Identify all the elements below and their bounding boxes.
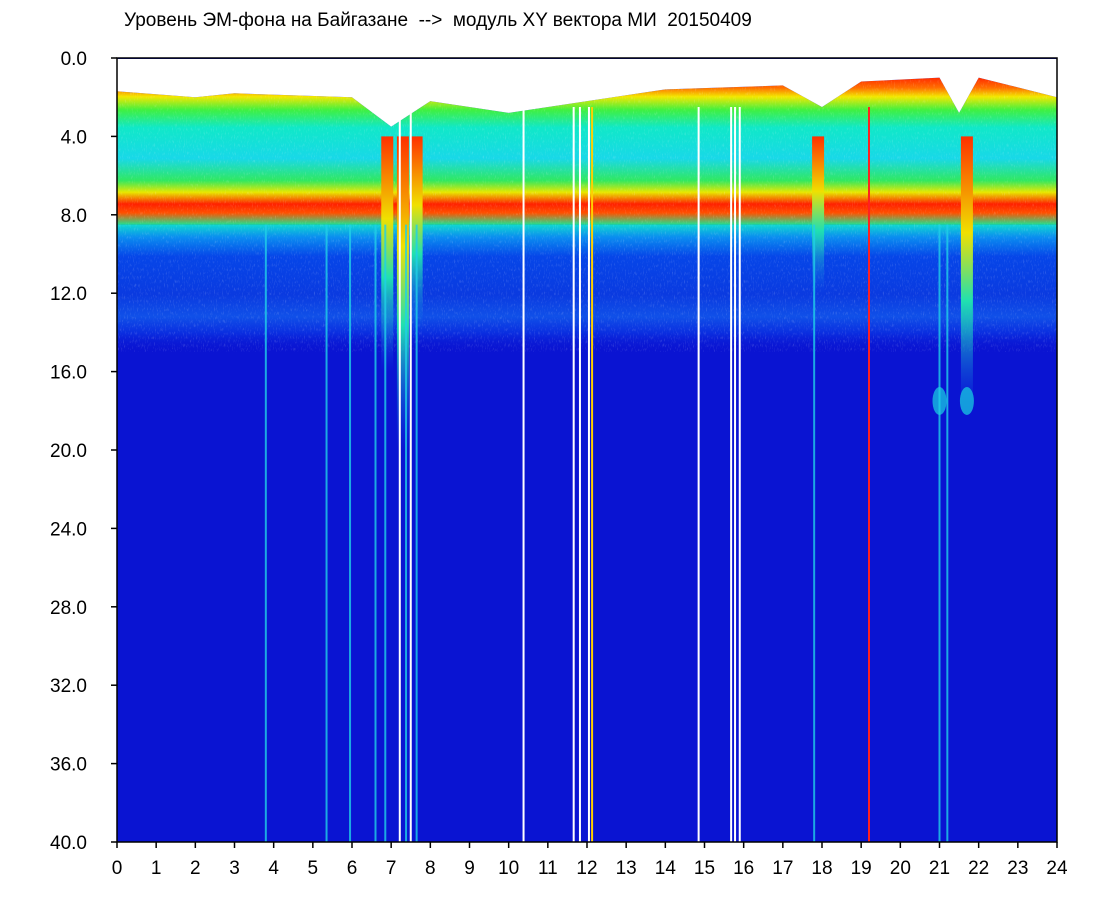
x-tick-label: 4 [268,858,279,879]
y-tick-label: 20.0 [50,441,87,462]
y-tick-label: 28.0 [50,598,87,619]
x-tick-label: 2 [190,858,201,879]
y-tick-label: 24.0 [50,519,87,540]
x-tick-label: 14 [655,858,677,879]
y-tick-label: 8.0 [61,206,87,227]
x-tick-label: 0 [112,858,123,879]
y-tick-label: 0.0 [61,49,87,70]
x-tick-label: 3 [229,858,240,879]
deep-dip-1 [396,136,409,450]
deep-dip-4 [960,136,973,411]
x-tick-label: 21 [929,858,950,879]
y-tick-label: 4.0 [61,127,87,148]
y-tick-label: 32.0 [50,676,87,697]
anomaly-blob-1 [959,387,974,415]
x-tick-label: 13 [616,858,637,879]
x-tick-label: 5 [308,858,319,879]
x-tick-label: 11 [538,858,558,879]
x-tick-label: 22 [968,858,989,879]
vertical-streaks [264,107,949,842]
axes: 0 1 2 3 4 5 6 7 8 9 10 11 12 13 14 15 16 17 18 19 20 21 22 23 24… [50,49,1068,879]
x-tick-label: 16 [733,858,754,879]
x-tick-label: 23 [1007,858,1028,879]
x-tick-label: 6 [347,858,358,879]
x-tick-label: 18 [811,858,832,879]
x-tick-label: 1 [151,858,162,879]
x-tick-label: 8 [425,858,436,879]
chart-title: Уровень ЭМ-фона на Байгазане --> модуль … [124,10,752,31]
x-tick-label: 15 [694,858,715,879]
band-noise-texture [117,73,1057,353]
x-tick-label: 9 [464,858,475,879]
x-tick-label: 7 [386,858,397,879]
y-tick-label: 12.0 [50,284,87,305]
x-tick-label: 24 [1046,858,1068,879]
x-tick-label: 17 [772,858,793,879]
deep-dip-0 [381,136,394,372]
upper-intensity-band [117,59,1057,450]
x-tick-label: 19 [851,858,872,879]
y-tick-label: 16.0 [50,363,87,384]
x-tick-label: 12 [576,858,597,879]
y-tick-label: 40.0 [50,833,87,854]
y-tick-label: 36.0 [50,755,87,776]
x-tick-label: 20 [890,858,911,879]
x-tick-label: 10 [498,858,519,879]
